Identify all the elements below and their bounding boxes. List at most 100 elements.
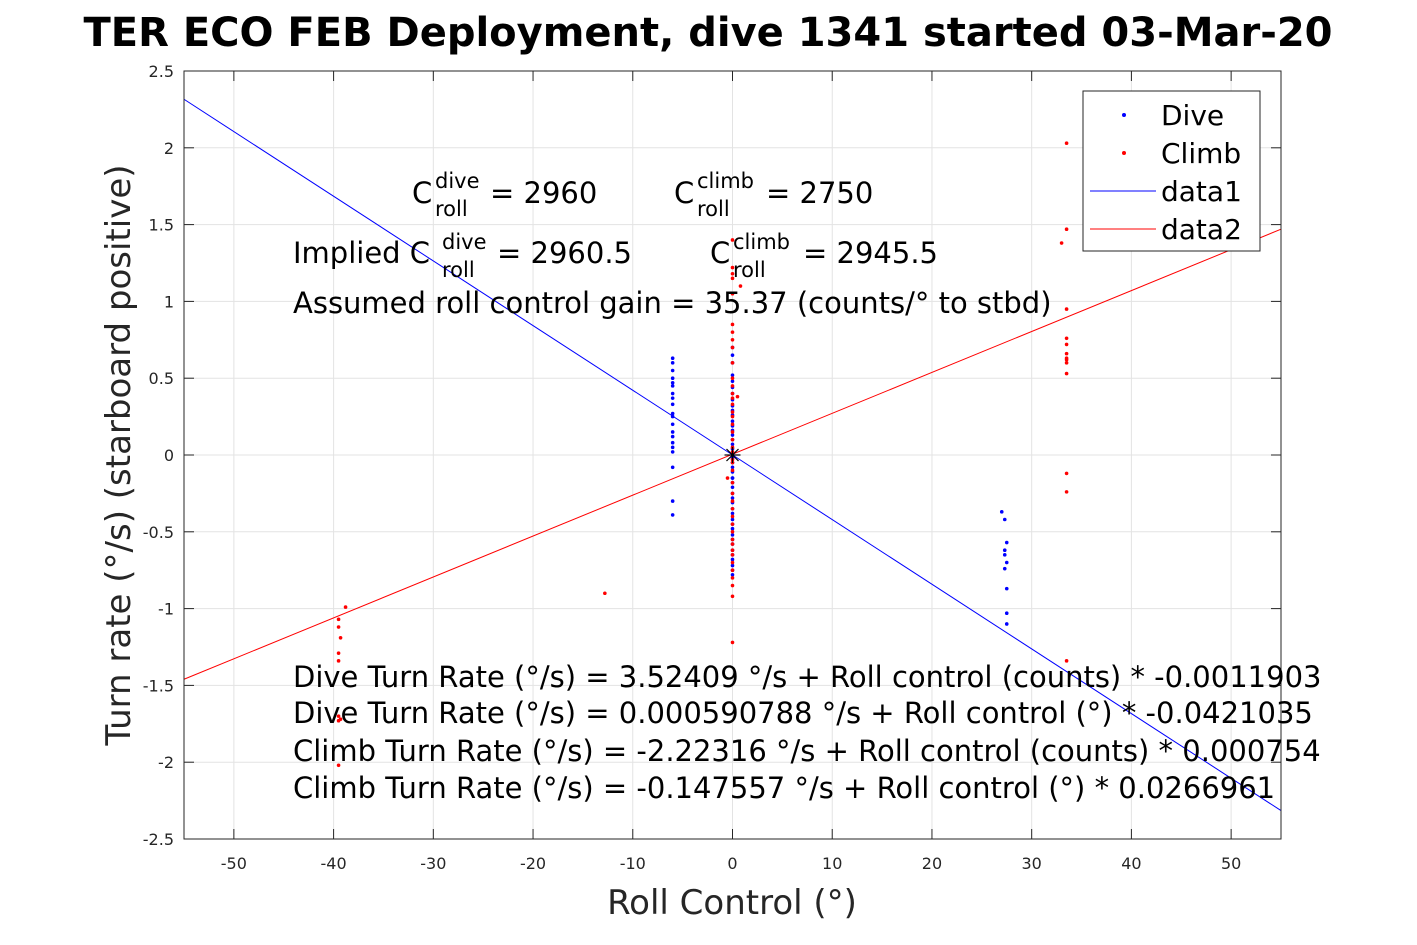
x-axis-label: Roll Control (°) — [607, 883, 857, 923]
dive-point — [670, 465, 675, 470]
equation-dive-degrees: Dive Turn Rate (°/s) = 0.000590788 °/s +… — [293, 696, 1313, 730]
origin-marker — [724, 447, 741, 463]
climb-point — [1064, 336, 1069, 341]
x-tick-label: 20 — [922, 854, 942, 873]
dive-point — [670, 376, 675, 381]
climb-point — [730, 583, 735, 588]
dive-point — [730, 379, 735, 384]
climb-point — [730, 391, 735, 396]
climb-point — [336, 625, 341, 629]
climb-point — [730, 491, 735, 496]
climb-point — [338, 635, 343, 640]
climb-point — [730, 480, 735, 485]
legend-marker-dive — [1122, 113, 1126, 117]
dive-point — [730, 373, 735, 377]
climb-point — [730, 410, 735, 414]
dive-point — [670, 440, 675, 445]
climb-point — [1064, 371, 1069, 376]
y-tick-label: -1.5 — [143, 676, 174, 695]
implied-dive-prefix: Implied C — [293, 236, 430, 270]
climb-point — [343, 605, 348, 609]
origin-star-stroke — [726, 448, 739, 462]
legend-label: Climb — [1161, 137, 1241, 170]
dive-point — [730, 353, 735, 357]
climb-point — [1064, 659, 1069, 663]
dive-point — [670, 414, 675, 419]
legend-box — [1082, 90, 1261, 252]
x-tick-label: -30 — [420, 854, 446, 873]
climb-point — [1064, 227, 1069, 232]
y-axis-label: Turn rate (°/s) (starboard positive) — [99, 164, 139, 746]
climb-point — [1064, 141, 1069, 145]
legend-label: Dive — [1161, 99, 1224, 132]
dive-point — [730, 465, 735, 470]
y-tick-label: 2.5 — [149, 62, 174, 81]
dive-point — [1002, 548, 1007, 553]
climb-point — [730, 548, 735, 553]
c-climb-subscript: roll — [697, 197, 730, 221]
dive-point — [999, 510, 1004, 514]
dive-point — [670, 384, 675, 388]
implied-dive-value: = 2960.5 — [497, 236, 632, 270]
climb-point — [1064, 342, 1069, 347]
climb-point — [730, 265, 735, 270]
climb-point — [730, 537, 735, 542]
climb-point — [1064, 357, 1069, 362]
data-points — [336, 141, 1069, 768]
dive-point — [670, 430, 675, 434]
dive-point — [670, 402, 675, 407]
dive-point — [730, 511, 735, 516]
climb-point — [730, 376, 735, 381]
c-dive-symbol: C — [412, 176, 432, 210]
climb-point — [730, 338, 735, 342]
dive-point — [670, 499, 675, 503]
climb-point — [730, 514, 735, 519]
y-tick-label: 0.5 — [149, 369, 174, 388]
dive-point — [1002, 553, 1007, 557]
climb-point — [336, 651, 341, 655]
equation-dive-counts: Dive Turn Rate (°/s) = 3.52409 °/s + Rol… — [293, 660, 1321, 694]
dive-point — [670, 391, 675, 396]
climb-point — [730, 530, 735, 534]
c-roll-climb-annotation: C climb roll = 2750 — [674, 169, 873, 221]
legend-label: data2 — [1161, 213, 1242, 246]
x-axis-ticks: -50 -40 -30 -20 -10 0 10 20 30 40 50 — [221, 71, 1241, 873]
x-tick-label: 50 — [1221, 854, 1241, 873]
climb-point — [336, 617, 341, 622]
dive-point — [730, 517, 735, 522]
climb-point — [730, 361, 735, 365]
implied-c-roll-annotation: Implied C dive roll = 2960.5 C climb rol… — [293, 230, 938, 282]
y-tick-label: 1.5 — [149, 216, 174, 235]
dive-point — [670, 356, 675, 361]
dive-point — [730, 533, 735, 537]
climb-point — [730, 553, 735, 557]
dive-point — [730, 573, 735, 577]
y-tick-label: 0 — [164, 446, 174, 465]
gain-annotation: Assumed roll control gain = 35.37 (count… — [293, 286, 1052, 320]
climb-point — [730, 542, 735, 546]
y-tick-label: 2 — [164, 139, 174, 158]
dive-point — [670, 368, 675, 373]
x-tick-label: 10 — [822, 854, 842, 873]
dive-point — [730, 557, 735, 562]
climb-point — [730, 238, 735, 242]
implied-climb-value: = 2945.5 — [803, 236, 938, 270]
climb-point — [730, 560, 735, 565]
climb-point — [730, 568, 735, 572]
c-dive-value: = 2960 — [490, 176, 597, 210]
climb-point — [730, 640, 735, 645]
climb-point — [730, 437, 735, 442]
dive-point — [730, 476, 735, 480]
legend: Dive Climb data1 data2 — [1082, 90, 1261, 252]
y-tick-label: -2 — [158, 753, 174, 772]
dive-point — [670, 381, 675, 385]
climb-point — [730, 276, 735, 281]
dive-point — [1004, 611, 1009, 616]
climb-point — [730, 396, 735, 400]
implied-climb-superscript: climb — [733, 230, 790, 254]
x-tick-label: -20 — [520, 854, 546, 873]
x-tick-label: 30 — [1022, 854, 1042, 873]
climb-point — [730, 271, 735, 276]
climb-point — [735, 394, 740, 399]
